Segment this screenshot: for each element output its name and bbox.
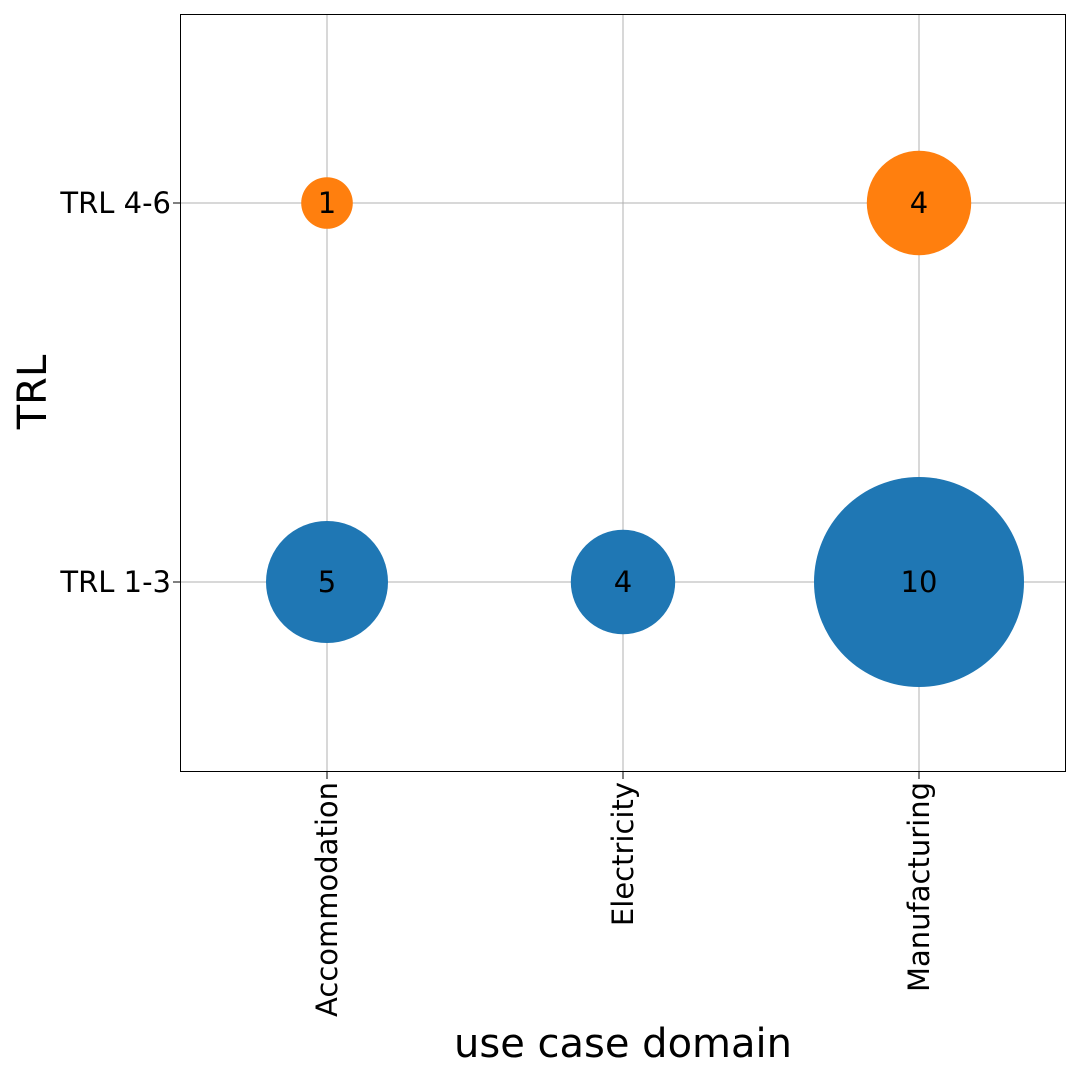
x-tick-label: Accommodation	[310, 782, 344, 1017]
bubble-value-label: 4	[614, 565, 632, 599]
bubble-value-label: 5	[318, 565, 336, 599]
y-axis-label: TRL	[10, 354, 56, 430]
bubble-value-label: 4	[910, 186, 928, 220]
y-tick-label: TRL 1-3	[59, 565, 171, 599]
y-ticks: TRL 1-3 TRL 4-6	[59, 186, 180, 599]
x-tick-label: Electricity	[606, 782, 640, 926]
bubble	[301, 177, 353, 229]
y-tick-label: TRL 4-6	[59, 186, 171, 220]
x-axis-label: use case domain	[454, 1021, 792, 1067]
x-ticks: Accommodation Electricity Manufacturing	[310, 772, 936, 1017]
bubbles: 5 4 10 1 4	[266, 150, 1024, 687]
plot-frame	[180, 14, 1066, 772]
x-tick-label: Manufacturing	[902, 782, 936, 992]
bubble	[266, 521, 388, 643]
bubble	[814, 477, 1024, 687]
bubble-value-label: 1	[318, 186, 336, 220]
bubble	[570, 529, 676, 635]
bubble-value-label: 10	[901, 565, 938, 599]
bubble	[866, 150, 972, 256]
